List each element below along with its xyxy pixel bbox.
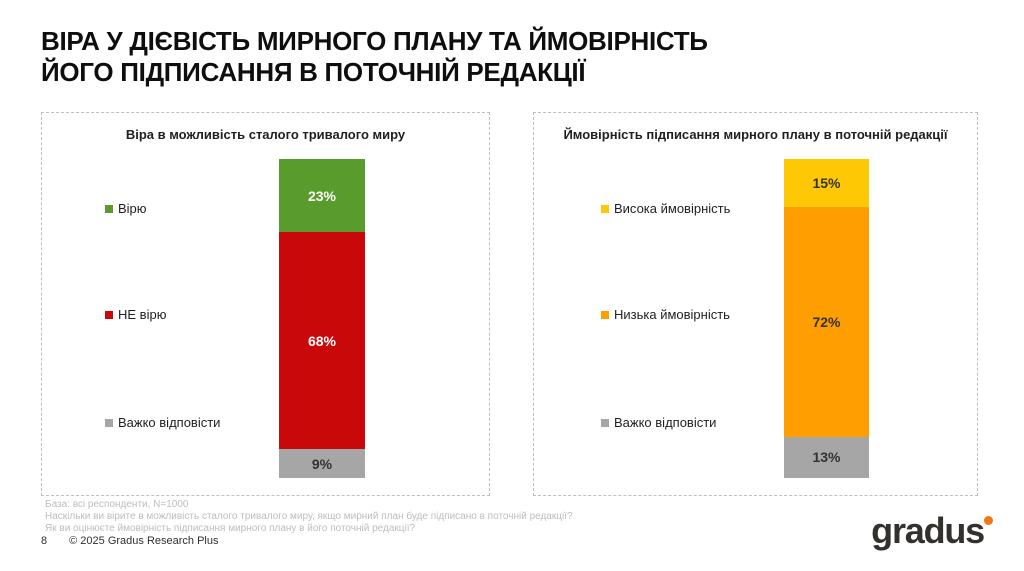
bar-segment-label: 72%	[812, 313, 841, 330]
chart-title: Віра в можливість сталого тривалого миру	[125, 127, 406, 142]
legend-label: Важко відповісти	[118, 415, 221, 430]
stacked-bar: 15% 72% 13%	[784, 159, 869, 478]
footnote-base: База: всі респонденти, N=1000	[45, 499, 189, 510]
page-title-line-2: ЙОГО ПІДПИСАННЯ В ПОТОЧНІЙ РЕДАКЦІЇ	[41, 57, 586, 87]
bottom-row: 8 © 2025 Gradus Research Plus	[41, 535, 218, 547]
legend-label: Низька ймовірність	[614, 307, 730, 322]
bar-segment: 68%	[279, 232, 365, 450]
page-number: 8	[41, 535, 48, 547]
stacked-bar: 23% 68% 9%	[279, 159, 365, 478]
legend-color-swatch-icon	[105, 204, 113, 213]
legend-item: Низька ймовірність	[601, 307, 730, 322]
gradus-logo: gradus	[871, 510, 993, 556]
gradus-logo-text: gradus	[871, 510, 985, 551]
legend-item: НЕ вірю	[105, 307, 166, 322]
legend-label: Вірю	[118, 201, 147, 216]
bar-segment: 72%	[784, 206, 869, 437]
chart-panel-belief: Віра в можливість сталого тривалого миру…	[41, 112, 490, 496]
legend-color-swatch-icon	[601, 204, 609, 213]
legend-label: Важко відповісти	[614, 415, 717, 430]
copyright-text: © 2025 Gradus Research Plus	[69, 535, 219, 547]
chart-title: Ймовірність підписання мирного плану в п…	[563, 127, 948, 142]
bar-segment: 15%	[784, 159, 869, 207]
legend-color-swatch-icon	[105, 310, 113, 319]
page-title-line-1: ВІРА У ДІЄВІСТЬ МИРНОГО ПЛАНУ ТА ЙМОВІРН…	[41, 26, 708, 56]
bar-segment-label: 9%	[311, 455, 333, 472]
page-title: ВІРА У ДІЄВІСТЬ МИРНОГО ПЛАНУ ТА ЙМОВІРН…	[41, 26, 708, 88]
bar-segment: 13%	[784, 436, 869, 478]
legend-label: Висока ймовірність	[614, 201, 731, 216]
legend-item: Важко відповісти	[601, 415, 716, 430]
bar-segment-label: 13%	[812, 449, 841, 466]
legend-item: Висока ймовірність	[601, 201, 730, 216]
chart-panel-likelihood: Ймовірність підписання мирного плану в п…	[533, 112, 978, 496]
legend-item: Вірю	[105, 201, 147, 216]
legend-color-swatch-icon	[601, 418, 609, 427]
bar-segment: 23%	[279, 159, 365, 233]
legend-color-swatch-icon	[105, 418, 113, 427]
gradus-logo-dot-icon	[984, 516, 993, 525]
legend-color-swatch-icon	[601, 310, 609, 319]
footnotes: База: всі респонденти, N=1000 Наскільки …	[45, 499, 573, 535]
bar-segment-label: 15%	[812, 174, 841, 191]
bar-segment: 9%	[279, 449, 365, 478]
bar-segment-label: 23%	[307, 187, 337, 204]
legend-item: Важко відповісти	[105, 415, 220, 430]
bar-segment-label: 68%	[307, 332, 337, 349]
legend-label: НЕ вірю	[118, 307, 167, 322]
footnote-question-1: Наскільки ви вірите в можливість сталого…	[45, 511, 573, 522]
footnote-question-2: Як ви оцінюєте ймовірність підписання ми…	[45, 523, 416, 534]
